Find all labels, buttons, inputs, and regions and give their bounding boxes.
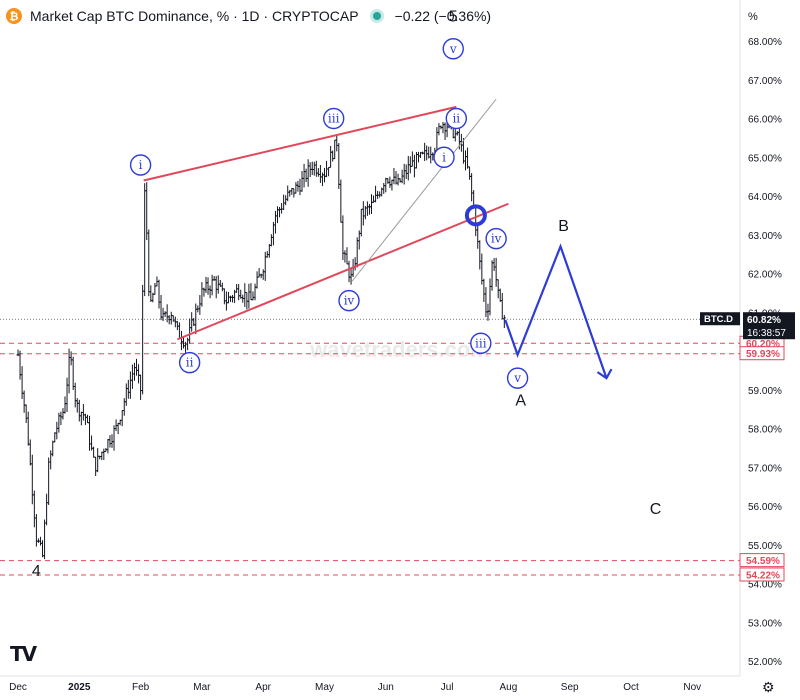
wave-circle-label: ii	[186, 356, 194, 370]
level-tag-label: 60.20%	[746, 339, 780, 350]
wave-label: A	[515, 392, 526, 409]
x-tick-label: Jul	[441, 682, 454, 693]
wave-circle-label: i	[139, 158, 143, 172]
x-tick-label: Sep	[561, 682, 579, 693]
gear-icon[interactable]: ⚙	[762, 679, 775, 695]
countdown-label: 16:38:57	[747, 328, 786, 339]
x-tick-label: May	[315, 682, 334, 693]
wave-label: 5	[449, 9, 458, 26]
level-tag	[739, 553, 785, 568]
wave-circle	[485, 227, 507, 250]
support-levels	[0, 318, 740, 576]
price-change: −0.22 (−0.36%)	[394, 8, 492, 24]
y-tick-label: 63.00%	[748, 231, 782, 242]
level-tag-label: 54.22%	[746, 570, 780, 581]
wave-label: C	[650, 501, 662, 518]
tradingview-logo-icon[interactable]: TV	[10, 642, 37, 666]
wave-circle	[338, 289, 360, 312]
x-tick-label: Aug	[500, 682, 518, 693]
chart-header: ₿ Market Cap BTC Dominance, % · 1D · CRY…	[6, 5, 491, 27]
last-price-label: 60.82%	[747, 315, 781, 326]
wave-circle	[506, 367, 529, 389]
wave-circle-label: i	[442, 150, 446, 164]
y-tick-label: 66.00%	[748, 115, 782, 126]
wave-circle-label: ii	[452, 112, 460, 126]
projection-polyline	[504, 243, 608, 379]
y-tick-label: 55.00%	[748, 541, 782, 552]
watermark-text: wavetraders.com	[309, 337, 490, 362]
x-tick-label: Mar	[193, 682, 211, 693]
x-tick-label: Feb	[132, 682, 150, 693]
x-tick-label: 2025	[68, 682, 91, 693]
wave-circle	[178, 351, 201, 374]
x-tick-label: Jun	[378, 682, 394, 693]
y-tick-label: 57.00%	[748, 463, 782, 474]
wave-circle-label: v	[449, 42, 457, 56]
wave-circle	[322, 107, 345, 130]
wave-circle	[445, 107, 467, 130]
y-tick-label: 68.00%	[748, 37, 782, 48]
y-axis[interactable]: 68.00% 67.00% 66.00% 65.00% 64.00% 63.00% 62.0…	[700, 0, 800, 676]
y-tick-label: 67.00%	[748, 76, 782, 87]
channel-line-lower	[177, 202, 509, 341]
bitcoin-icon: ₿	[6, 8, 22, 24]
x-tick-label: Oct	[623, 682, 639, 693]
wave-circle-label: iii	[475, 336, 487, 350]
projection-path	[464, 204, 613, 380]
x-axis[interactable]: Dec 2025 Feb Mar Apr May Jun Jul Aug Sep Oct Nov	[0, 675, 800, 700]
y-tick-label: 52.00%	[748, 657, 782, 668]
channel-line-upper	[143, 105, 457, 182]
level-tag-label: 59.93%	[746, 349, 780, 360]
y-unit-label: %	[748, 11, 758, 23]
wave-circle-label: iii	[328, 112, 340, 126]
x-tick-label: Dec	[9, 682, 27, 693]
wave-circle-label: iv	[491, 232, 502, 246]
symbol-tag	[700, 312, 740, 326]
y-tick-label: 62.00%	[748, 270, 782, 281]
trend-line	[351, 98, 497, 282]
wave-circle	[129, 154, 152, 176]
y-tick-label: 53.00%	[748, 618, 782, 629]
y-tick-label: 56.00%	[748, 502, 782, 513]
breakdown-circle	[464, 204, 487, 227]
projection-arrowhead	[596, 368, 613, 380]
level-tag	[739, 346, 785, 361]
wave-circle	[470, 332, 492, 354]
level-tag-label: 54.59%	[746, 556, 780, 567]
wave-circle-label: iv	[344, 294, 355, 308]
wave-circle-label: v	[513, 371, 521, 385]
channel-lines	[143, 98, 509, 341]
symbol-title[interactable]: Market Cap BTC Dominance, % · 1D · CRYPT…	[30, 8, 359, 24]
x-tick-label: Apr	[255, 682, 271, 693]
market-status-icon	[372, 12, 381, 20]
wave-label: B	[558, 218, 569, 235]
wave-circle	[433, 146, 455, 168]
wave-circle	[442, 38, 464, 60]
y-tick-label: 58.00%	[748, 425, 782, 436]
y-tick-label: 54.00%	[748, 580, 782, 591]
y-tick-label: 65.00%	[748, 153, 782, 164]
level-tag	[739, 567, 785, 582]
last-price-tag	[743, 312, 795, 340]
y-tick-label: 64.00%	[748, 192, 782, 203]
symbol-tag-label: BTC.D	[704, 314, 733, 325]
wave-label: 4	[32, 563, 41, 580]
x-tick-label: Nov	[683, 682, 701, 693]
y-tick-label: 59.00%	[748, 386, 782, 397]
x-axis-background	[0, 676, 800, 700]
